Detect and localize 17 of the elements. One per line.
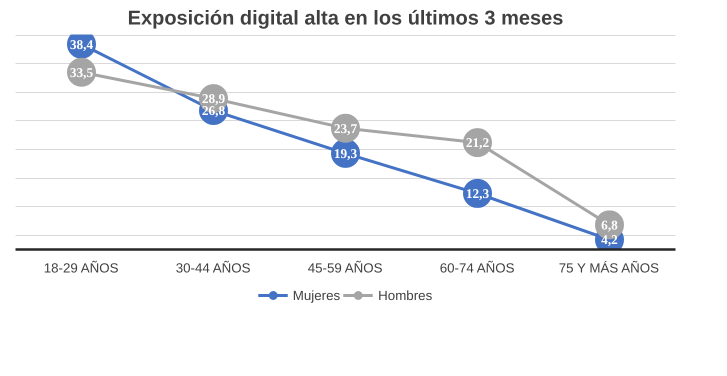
data-label: 23,7 <box>334 120 358 136</box>
data-label: 38,4 <box>70 36 94 52</box>
data-label: 33,5 <box>70 64 94 80</box>
legend-label: Hombres <box>378 288 432 302</box>
x-tick-label: 75 Y MÁS AÑOS <box>558 260 660 276</box>
x-tick-label: 18-29 AÑOS <box>44 260 119 276</box>
chart-title: Exposición digital alta en los últimos 3 meses <box>128 8 564 30</box>
x-tick-label: 30-44 AÑOS <box>176 260 251 276</box>
legend-label: Mujeres <box>292 288 340 302</box>
data-label: 19,3 <box>334 146 358 161</box>
x-tick-label: 45-59 AÑOS <box>308 260 383 276</box>
data-label: 28,9 <box>202 91 226 106</box>
x-tick-label: 60-74 AÑOS <box>440 260 515 276</box>
data-label: 21,2 <box>466 135 490 150</box>
data-label: 6,8 <box>601 217 618 232</box>
data-label: 4,2 <box>601 232 618 248</box>
data-label: 12,3 <box>466 186 490 201</box>
